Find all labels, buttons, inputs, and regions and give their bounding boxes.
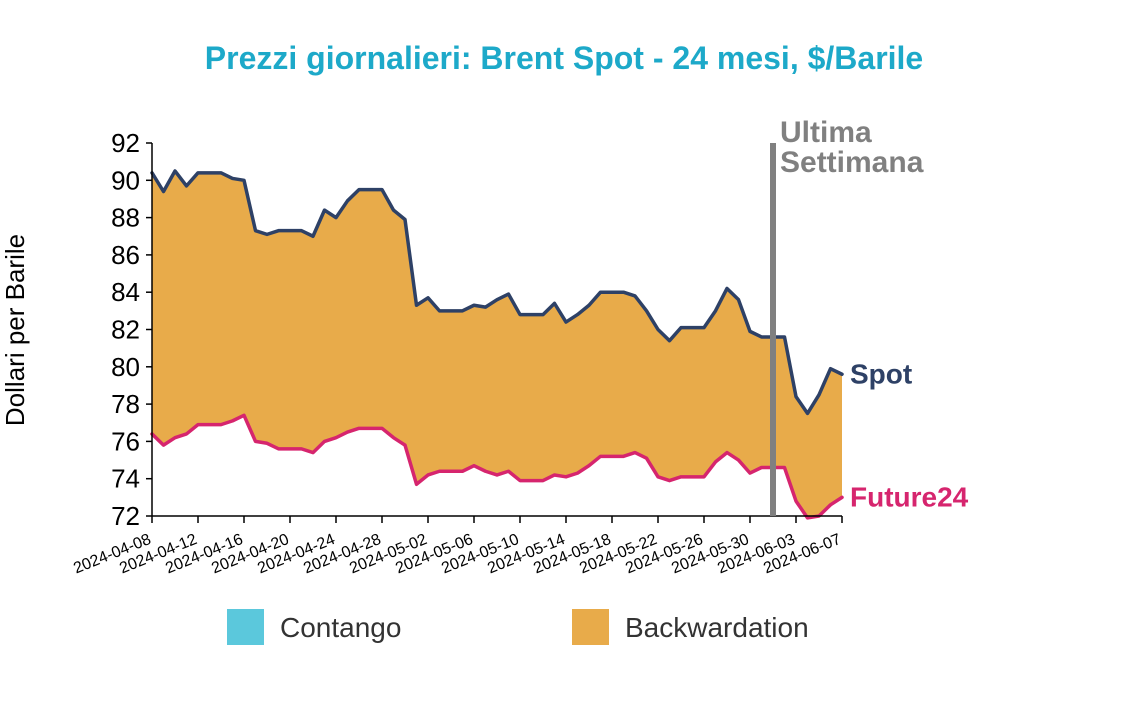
area-layer [152, 170, 842, 518]
y-tick-label: 72 [111, 501, 140, 531]
annotation-label-line1: Ultima [780, 116, 872, 149]
backwardation-area [152, 170, 842, 518]
y-tick-label: 84 [111, 277, 140, 307]
legend-label-contango: Contango [280, 612, 401, 643]
end-label-spot: Spot [850, 358, 912, 389]
y-axis-label: Dollari per Barile [0, 234, 30, 426]
end-label-layer: Spot Future24 [850, 358, 969, 512]
series-line-future24 [150, 413, 844, 520]
y-tick-label: 78 [111, 389, 140, 419]
y-tick-label: 82 [111, 315, 140, 345]
end-label-future24: Future24 [850, 481, 969, 512]
legend: Contango Backwardation [227, 609, 809, 645]
legend-swatch-backwardation [572, 609, 609, 645]
legend-swatch-contango [227, 609, 264, 645]
annotation-label-line2: Settimana [780, 146, 924, 179]
y-tick-label: 80 [111, 352, 140, 382]
series-line-spot [150, 169, 844, 416]
legend-label-backwardation: Backwardation [625, 612, 809, 643]
y-tick-label: 74 [111, 464, 140, 494]
y-tick-label: 90 [111, 165, 140, 195]
chart-title: Prezzi giornalieri: Brent Spot - 24 mesi… [205, 40, 923, 76]
y-tick-label: 88 [111, 203, 140, 233]
y-tick-label: 86 [111, 240, 140, 270]
y-tick-label: 92 [111, 128, 140, 158]
line-layer [150, 169, 844, 520]
y-tick-label: 76 [111, 426, 140, 456]
